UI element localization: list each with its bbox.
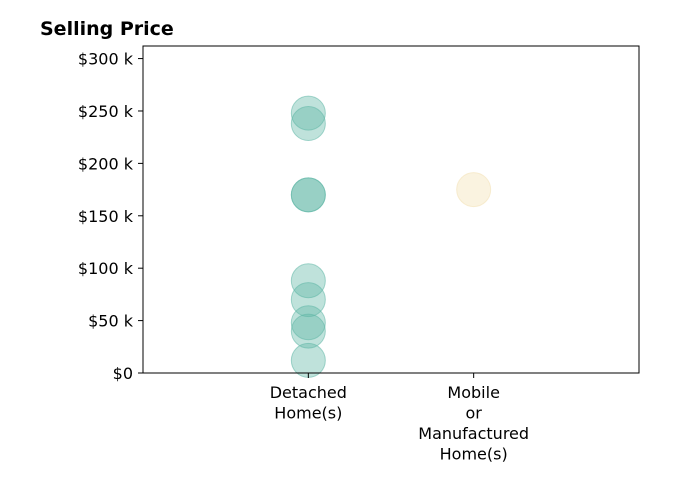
- y-tick-label: $50 k: [88, 312, 134, 331]
- plot-frame: [142, 45, 640, 374]
- y-tick-label: $300 k: [78, 50, 134, 69]
- x-axis: Detached Home(s) Mobile or Manufactured Home(…: [270, 373, 529, 464]
- x-tick-label: Mobile or Manufactured Home(s): [418, 383, 529, 464]
- y-tick-label: $0: [113, 364, 133, 383]
- x-tick-label-line: Detached: [270, 383, 347, 402]
- data-point: [290, 177, 326, 213]
- data-point: [290, 106, 326, 142]
- y-tick-label: $100 k: [78, 259, 134, 278]
- x-tick-label-line: Mobile: [447, 383, 499, 402]
- plot-area: [290, 95, 492, 378]
- x-tick-label-line: or: [465, 404, 482, 423]
- data-point: [290, 263, 326, 299]
- data-point: [290, 305, 326, 341]
- x-tick-label: Detached Home(s): [270, 383, 347, 423]
- x-tick-label-line: Home(s): [440, 445, 508, 464]
- y-tick-label: $200 k: [78, 154, 134, 173]
- data-point: [290, 313, 326, 349]
- data-point: [290, 95, 326, 131]
- data-point: [290, 342, 326, 378]
- chart-title: Selling Price: [40, 18, 174, 40]
- x-tick-label-line: Manufactured: [418, 424, 529, 443]
- x-tick-label-line: Home(s): [274, 404, 342, 423]
- data-point: [456, 172, 492, 208]
- y-axis: $0 $50 k $100 k $150 k $200 k $250 k $300 k: [78, 50, 143, 383]
- y-tick-label: $250 k: [78, 102, 134, 121]
- y-tick-label: $150 k: [78, 207, 134, 226]
